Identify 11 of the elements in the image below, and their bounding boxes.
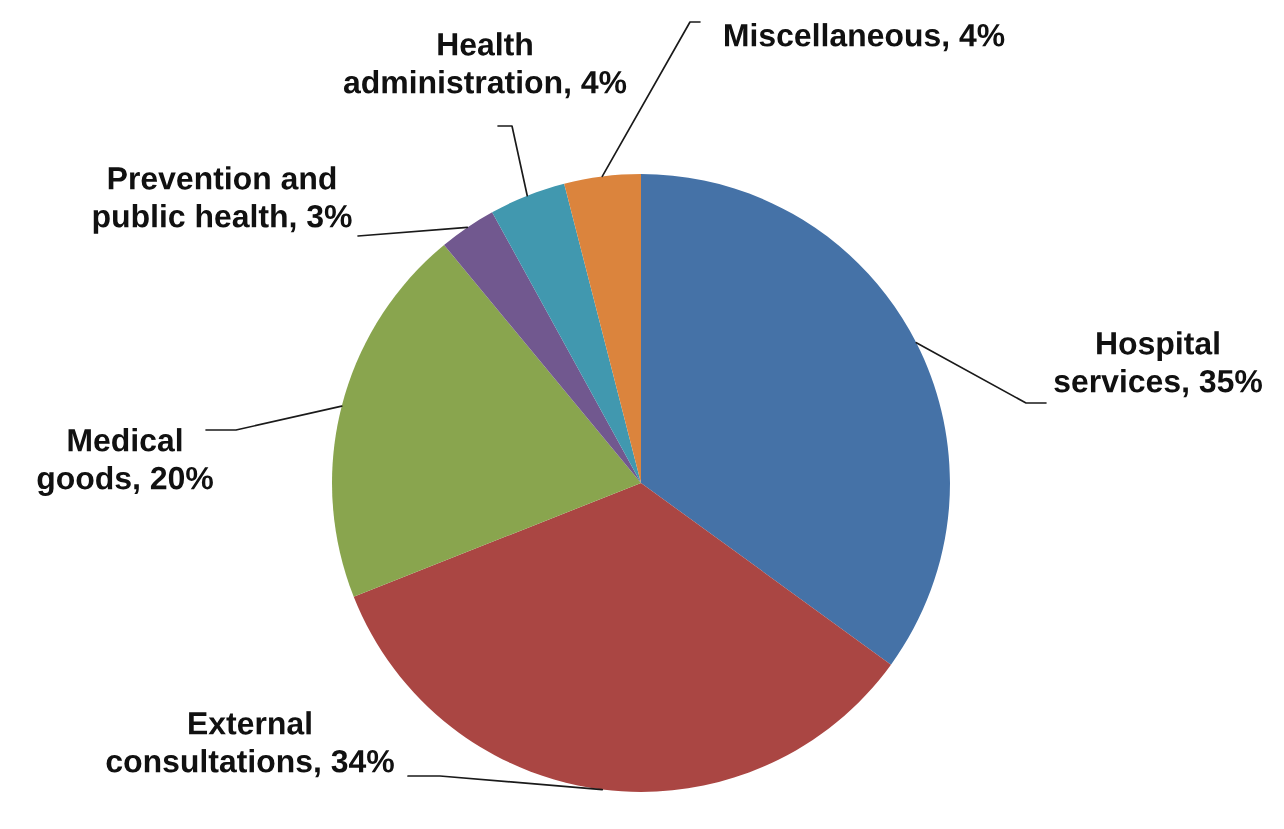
pie-slice bbox=[641, 174, 950, 665]
pie-slice bbox=[564, 174, 641, 483]
slice-label: Hospital services, 35% bbox=[1054, 331, 1262, 398]
slice-label: Miscellaneous, 4% bbox=[725, 23, 1005, 52]
pie-slice bbox=[444, 212, 641, 483]
slice-label: External consultations, 34% bbox=[106, 711, 394, 778]
slice-label: Medical goods, 20% bbox=[37, 428, 213, 496]
pie-slice bbox=[332, 244, 641, 597]
pie-slice bbox=[492, 183, 641, 483]
slice-label: Prevention and public health, 3% bbox=[93, 166, 352, 234]
slice-label: Health administration, 4% bbox=[343, 32, 627, 99]
